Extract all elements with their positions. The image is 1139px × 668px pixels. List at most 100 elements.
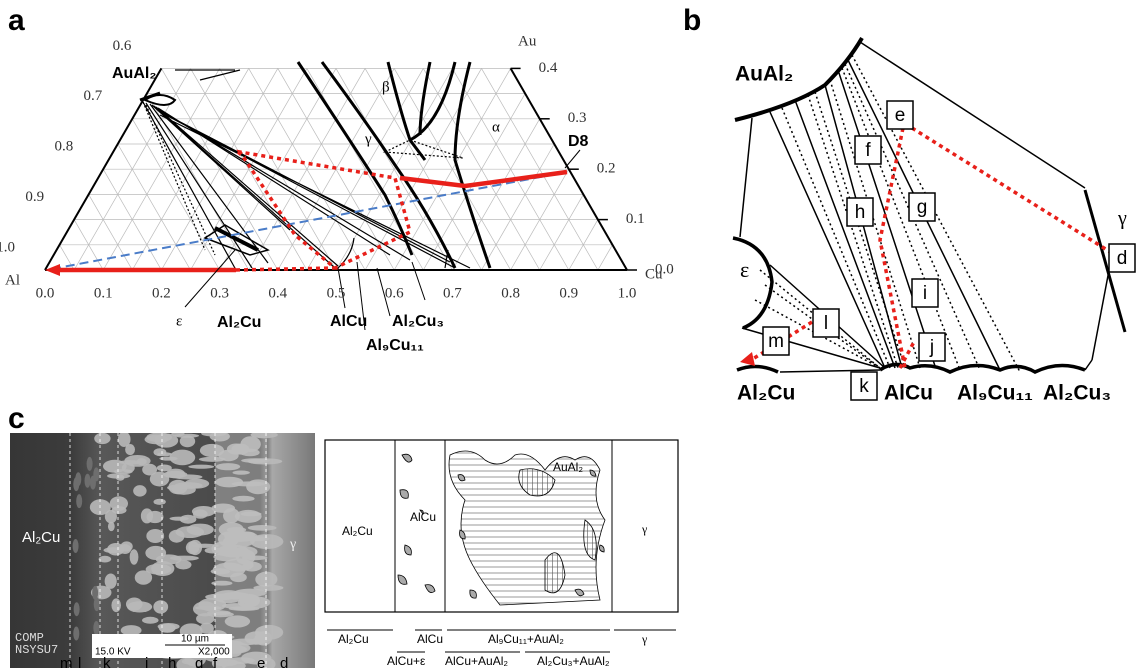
x-tick-label: 0.9 xyxy=(559,285,578,301)
point-label: m xyxy=(768,331,784,352)
blob xyxy=(118,431,131,447)
layer-label: AlCu+ε xyxy=(387,654,426,668)
blob xyxy=(130,549,139,565)
blob xyxy=(142,617,159,624)
phase-label: γ xyxy=(364,131,372,147)
phase-label: AlCu xyxy=(330,313,367,330)
point-label: e xyxy=(257,655,265,668)
blob xyxy=(176,526,205,538)
blob xyxy=(141,508,153,523)
tie-lines xyxy=(140,70,470,270)
point-label: e xyxy=(895,105,906,126)
blob xyxy=(73,539,79,553)
point-label: m xyxy=(60,655,73,668)
left-tick-label: 0.6 xyxy=(113,38,132,54)
blob xyxy=(94,433,110,444)
blob xyxy=(124,455,150,467)
x-tick-label: 0.2 xyxy=(152,285,171,301)
point-label: i xyxy=(923,283,927,304)
blob xyxy=(146,529,164,543)
point-label: d xyxy=(1117,248,1128,269)
point-label: d xyxy=(280,655,288,668)
blob xyxy=(153,600,168,613)
phase-label: γ xyxy=(289,537,296,552)
blob xyxy=(76,494,82,508)
point-label: j xyxy=(929,337,934,358)
phase-label: Al₂Cu xyxy=(22,529,60,546)
blob xyxy=(146,432,172,442)
micrograph xyxy=(10,431,315,668)
phase-label: γ xyxy=(1117,208,1127,230)
blob xyxy=(111,598,121,612)
left-tick-label: 1.0 xyxy=(0,239,15,255)
blob xyxy=(168,480,187,495)
scale-bar: 10 µm xyxy=(181,634,209,645)
blob xyxy=(158,623,180,630)
layer-label: Al₂Cu₃+AuAl₂ xyxy=(537,654,610,668)
phase-label: Al₂Cu xyxy=(217,314,261,331)
blob xyxy=(151,561,174,576)
region-label: Al₂Cu xyxy=(342,524,373,538)
layer-label: AlCu+AuAl₂ xyxy=(445,654,508,668)
left-tick-label: 0.8 xyxy=(54,139,73,155)
blob xyxy=(188,465,214,469)
right-tick-label: 0.1 xyxy=(626,211,645,227)
blob xyxy=(85,474,91,488)
blob xyxy=(169,450,195,466)
x-tick-label: 0.3 xyxy=(210,285,229,301)
figure: a 0.00.10.20.30.40.50.60. xyxy=(0,0,1139,668)
blob xyxy=(153,499,165,505)
x-tick-label: 0.1 xyxy=(94,285,113,301)
blob xyxy=(87,457,93,471)
point-label: g xyxy=(195,655,203,668)
region-label: γ xyxy=(641,522,648,536)
layer-label: Al₉Cu₁₁+AuAl₂ xyxy=(488,632,564,646)
panel-label: a xyxy=(8,4,25,37)
phase-label: ε xyxy=(176,313,182,329)
x-tick-label: 0.4 xyxy=(268,285,287,301)
x-tick-label: 0.7 xyxy=(443,285,462,301)
grid-line xyxy=(118,144,191,270)
blob xyxy=(73,627,79,641)
layer-label: AlCu xyxy=(417,632,443,646)
phase-label: Al₉Cu₁₁ xyxy=(366,337,424,354)
blob xyxy=(182,659,196,665)
blob xyxy=(180,515,197,524)
phase-label: Al₉Cu₁₁ xyxy=(957,382,1033,405)
phase-label: Al₂Cu xyxy=(737,382,795,405)
blob xyxy=(105,573,117,588)
phase-label: Al₂Cu₃ xyxy=(1043,382,1111,405)
panel-label: c xyxy=(8,402,25,435)
blob xyxy=(107,473,130,479)
detector: NSYSU7 xyxy=(15,643,58,657)
x-tick-label: 0.5 xyxy=(327,285,346,301)
grid-line xyxy=(598,245,613,270)
right-tick-label: 0.3 xyxy=(568,110,587,126)
blob xyxy=(99,556,112,563)
right-tick-label: 0.4 xyxy=(539,60,558,76)
region-label: AuAl₂ xyxy=(553,460,583,474)
blob xyxy=(74,602,80,616)
layer-label: γ xyxy=(641,632,648,646)
x-tick-label: 1.0 xyxy=(618,285,637,301)
phase-label: AlCu xyxy=(884,382,933,405)
blob xyxy=(107,543,124,555)
point-label: k xyxy=(859,376,869,397)
left-tick-label: 0.7 xyxy=(84,88,103,104)
left-tick-label: 0.9 xyxy=(25,189,44,205)
point-label: f xyxy=(865,140,871,161)
blob xyxy=(150,472,169,487)
point-label: h xyxy=(168,655,176,668)
x-tick-label: 0.8 xyxy=(501,285,520,301)
blob xyxy=(133,485,146,496)
region-label: AlCu xyxy=(410,510,436,524)
phase-label: α xyxy=(492,119,500,135)
grid-line xyxy=(540,194,584,270)
blob xyxy=(126,598,143,611)
corner-label: Au xyxy=(518,33,537,49)
phase-label: ε xyxy=(740,257,749,282)
blob xyxy=(110,496,128,510)
corner-label: Cu xyxy=(645,266,663,282)
